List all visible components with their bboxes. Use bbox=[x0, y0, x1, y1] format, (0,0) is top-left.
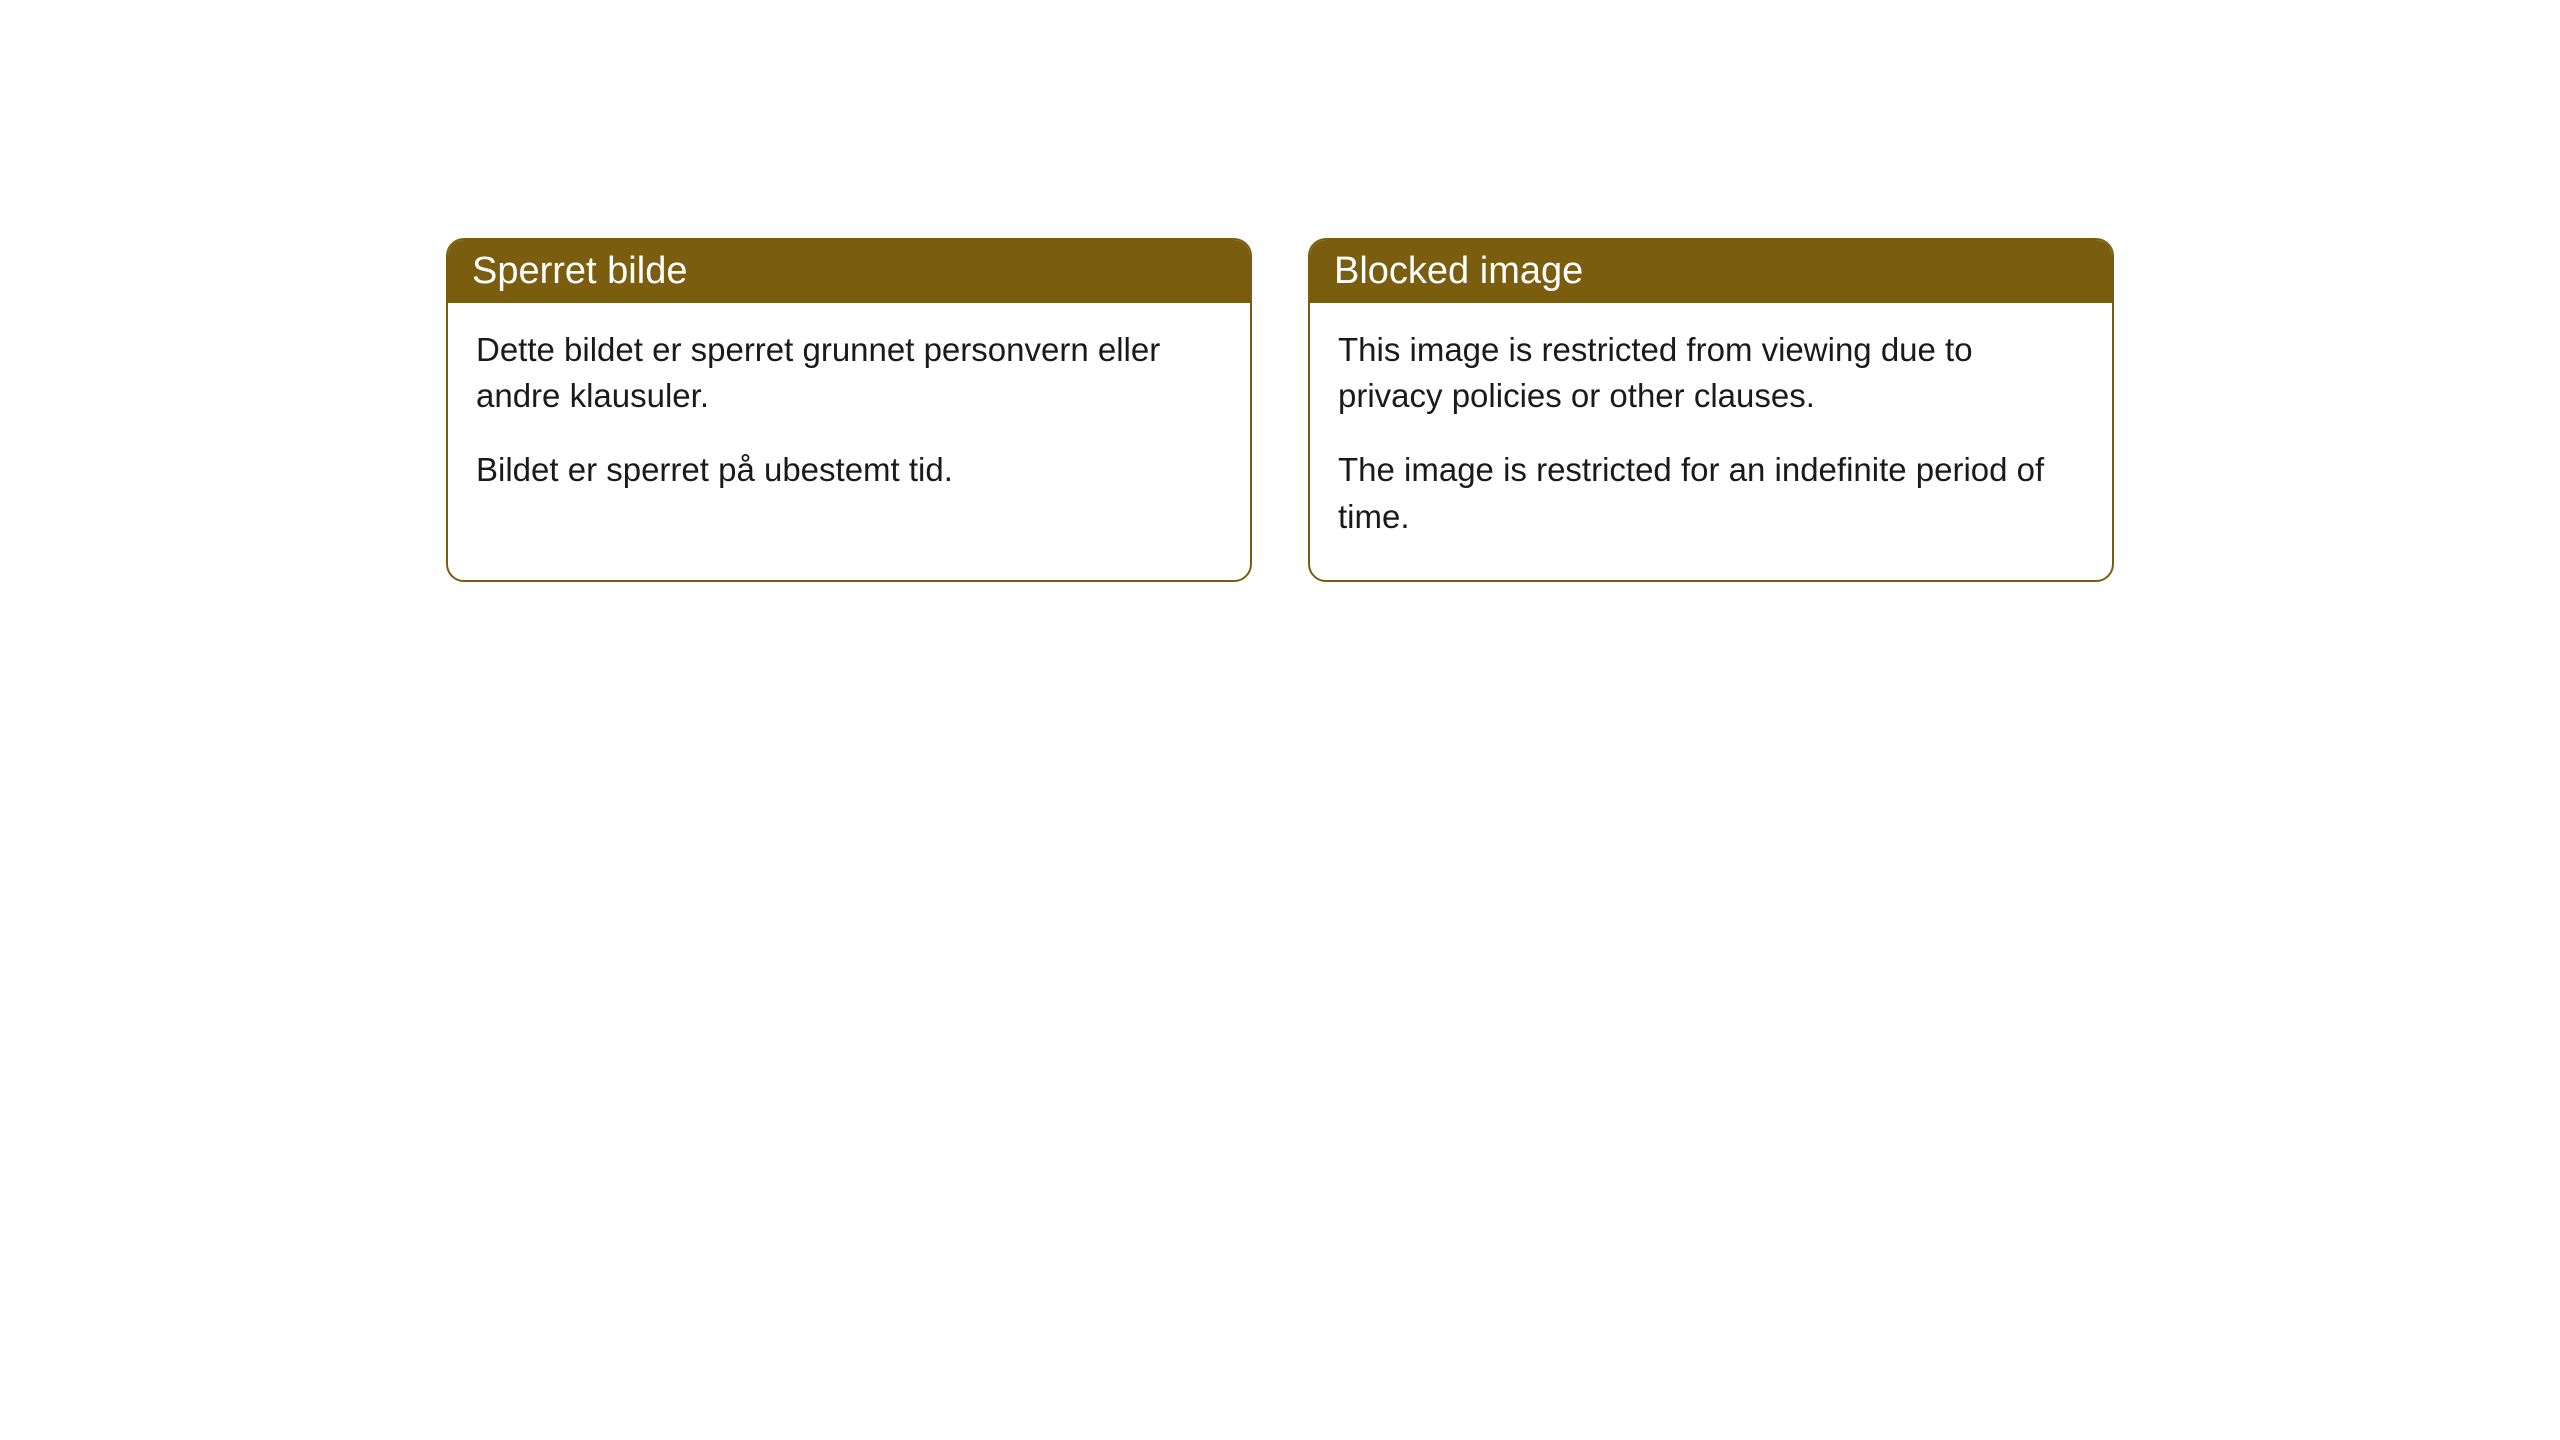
blocked-image-card-norwegian: Sperret bilde Dette bildet er sperret gr… bbox=[446, 238, 1252, 582]
card-paragraph-2-english: The image is restricted for an indefinit… bbox=[1338, 447, 2084, 539]
card-paragraph-2-norwegian: Bildet er sperret på ubestemt tid. bbox=[476, 447, 1222, 493]
card-paragraph-1-norwegian: Dette bildet er sperret grunnet personve… bbox=[476, 327, 1222, 419]
card-body-norwegian: Dette bildet er sperret grunnet personve… bbox=[448, 303, 1250, 534]
card-paragraph-1-english: This image is restricted from viewing du… bbox=[1338, 327, 2084, 419]
card-body-english: This image is restricted from viewing du… bbox=[1310, 303, 2112, 580]
cards-container: Sperret bilde Dette bildet er sperret gr… bbox=[0, 0, 2560, 582]
blocked-image-card-english: Blocked image This image is restricted f… bbox=[1308, 238, 2114, 582]
card-header-norwegian: Sperret bilde bbox=[448, 240, 1250, 303]
card-header-english: Blocked image bbox=[1310, 240, 2112, 303]
